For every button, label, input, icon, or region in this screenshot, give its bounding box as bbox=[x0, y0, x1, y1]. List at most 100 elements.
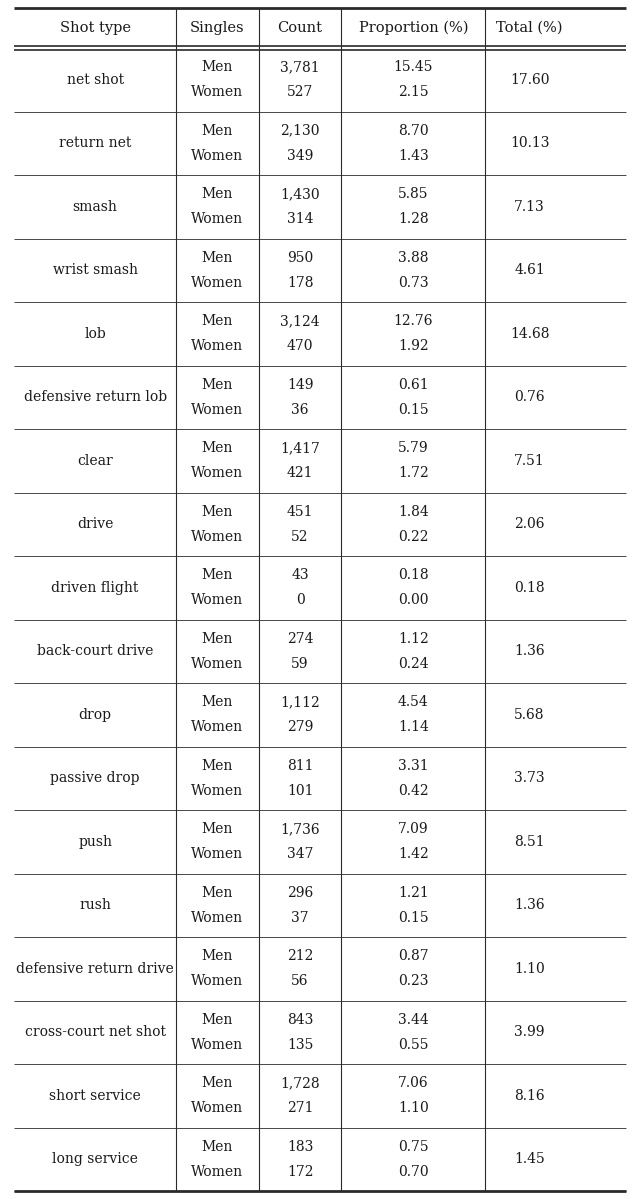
Text: 17.60: 17.60 bbox=[510, 73, 549, 86]
Text: 811: 811 bbox=[287, 759, 314, 772]
Text: 14.68: 14.68 bbox=[510, 327, 549, 341]
Text: Men: Men bbox=[202, 378, 233, 392]
Text: 3.99: 3.99 bbox=[515, 1025, 545, 1040]
Text: 347: 347 bbox=[287, 848, 314, 861]
Text: 1.84: 1.84 bbox=[398, 505, 429, 518]
Text: 2,130: 2,130 bbox=[280, 123, 320, 138]
Text: 3.44: 3.44 bbox=[398, 1012, 429, 1026]
Text: Women: Women bbox=[191, 466, 244, 481]
Text: 12.76: 12.76 bbox=[394, 314, 433, 329]
Text: rush: rush bbox=[79, 898, 111, 912]
Text: Women: Women bbox=[191, 1102, 244, 1115]
Text: smash: smash bbox=[73, 200, 118, 213]
Text: Women: Women bbox=[191, 848, 244, 861]
Text: Women: Women bbox=[191, 339, 244, 354]
Text: Women: Women bbox=[191, 403, 244, 417]
Text: 0.75: 0.75 bbox=[398, 1139, 429, 1153]
Text: 843: 843 bbox=[287, 1012, 314, 1026]
Text: 1.36: 1.36 bbox=[515, 898, 545, 912]
Text: 1,417: 1,417 bbox=[280, 441, 320, 456]
Text: wrist smash: wrist smash bbox=[52, 264, 138, 277]
Text: short service: short service bbox=[49, 1089, 141, 1103]
Text: 59: 59 bbox=[291, 657, 309, 671]
Text: Men: Men bbox=[202, 187, 233, 201]
Text: 183: 183 bbox=[287, 1139, 314, 1153]
Text: 37: 37 bbox=[291, 911, 309, 924]
Text: 0.55: 0.55 bbox=[398, 1038, 429, 1052]
Text: 4.61: 4.61 bbox=[514, 264, 545, 277]
Text: 3.73: 3.73 bbox=[515, 771, 545, 785]
Text: 0.61: 0.61 bbox=[398, 378, 429, 392]
Text: 101: 101 bbox=[287, 784, 314, 799]
Text: 5.85: 5.85 bbox=[398, 187, 429, 201]
Text: Men: Men bbox=[202, 251, 233, 265]
Text: 3,781: 3,781 bbox=[280, 60, 320, 74]
Text: 43: 43 bbox=[291, 568, 309, 582]
Text: 1.92: 1.92 bbox=[398, 339, 429, 354]
Text: 1.14: 1.14 bbox=[398, 721, 429, 735]
Text: 0.23: 0.23 bbox=[398, 975, 429, 988]
Text: passive drop: passive drop bbox=[51, 771, 140, 785]
Text: Men: Men bbox=[202, 314, 233, 329]
Text: 8.70: 8.70 bbox=[398, 123, 429, 138]
Text: 178: 178 bbox=[287, 276, 314, 290]
Text: Shot type: Shot type bbox=[60, 22, 131, 35]
Text: 0.15: 0.15 bbox=[398, 403, 429, 417]
Text: 296: 296 bbox=[287, 886, 313, 899]
Text: 470: 470 bbox=[287, 339, 314, 354]
Text: 1.12: 1.12 bbox=[398, 632, 429, 645]
Text: back-court drive: back-court drive bbox=[37, 644, 153, 658]
Text: 950: 950 bbox=[287, 251, 313, 265]
Text: drop: drop bbox=[79, 707, 111, 722]
Text: 2.15: 2.15 bbox=[398, 85, 429, 100]
Text: 0.73: 0.73 bbox=[398, 276, 429, 290]
Text: 7.09: 7.09 bbox=[398, 823, 429, 836]
Text: 271: 271 bbox=[287, 1102, 314, 1115]
Text: 5.68: 5.68 bbox=[515, 707, 545, 722]
Text: push: push bbox=[78, 835, 112, 849]
Text: 2.06: 2.06 bbox=[515, 517, 545, 531]
Text: Women: Women bbox=[191, 784, 244, 799]
Text: 1.28: 1.28 bbox=[398, 212, 429, 227]
Text: Women: Women bbox=[191, 1165, 244, 1179]
Text: 135: 135 bbox=[287, 1038, 314, 1052]
Text: 0.87: 0.87 bbox=[398, 950, 429, 963]
Text: 10.13: 10.13 bbox=[510, 137, 549, 150]
Text: Men: Men bbox=[202, 1076, 233, 1090]
Text: 1.21: 1.21 bbox=[398, 886, 429, 899]
Text: Women: Women bbox=[191, 721, 244, 735]
Text: 0.76: 0.76 bbox=[515, 390, 545, 404]
Text: Women: Women bbox=[191, 149, 244, 163]
Text: Men: Men bbox=[202, 1012, 233, 1026]
Text: Men: Men bbox=[202, 505, 233, 518]
Text: 3,124: 3,124 bbox=[280, 314, 320, 329]
Text: 451: 451 bbox=[287, 505, 314, 518]
Text: net shot: net shot bbox=[67, 73, 124, 86]
Text: Men: Men bbox=[202, 759, 233, 772]
Text: Men: Men bbox=[202, 441, 233, 456]
Text: 7.51: 7.51 bbox=[514, 453, 545, 468]
Text: Men: Men bbox=[202, 950, 233, 963]
Text: Men: Men bbox=[202, 60, 233, 74]
Text: lob: lob bbox=[84, 327, 106, 341]
Text: 1.42: 1.42 bbox=[398, 848, 429, 861]
Text: 279: 279 bbox=[287, 721, 314, 735]
Text: Men: Men bbox=[202, 823, 233, 836]
Text: Women: Women bbox=[191, 594, 244, 608]
Text: 1.10: 1.10 bbox=[514, 962, 545, 976]
Text: 7.13: 7.13 bbox=[514, 200, 545, 213]
Text: Women: Women bbox=[191, 975, 244, 988]
Text: Women: Women bbox=[191, 657, 244, 671]
Text: return net: return net bbox=[59, 137, 131, 150]
Text: 0.00: 0.00 bbox=[398, 594, 429, 608]
Text: 1.10: 1.10 bbox=[398, 1102, 429, 1115]
Text: 172: 172 bbox=[287, 1165, 314, 1179]
Text: Men: Men bbox=[202, 568, 233, 582]
Text: 8.16: 8.16 bbox=[515, 1089, 545, 1103]
Text: 0.22: 0.22 bbox=[398, 530, 429, 544]
Text: Count: Count bbox=[278, 22, 323, 35]
Text: 7.06: 7.06 bbox=[398, 1076, 429, 1090]
Text: 0.24: 0.24 bbox=[398, 657, 429, 671]
Text: driven flight: driven flight bbox=[51, 580, 139, 595]
Text: Women: Women bbox=[191, 85, 244, 100]
